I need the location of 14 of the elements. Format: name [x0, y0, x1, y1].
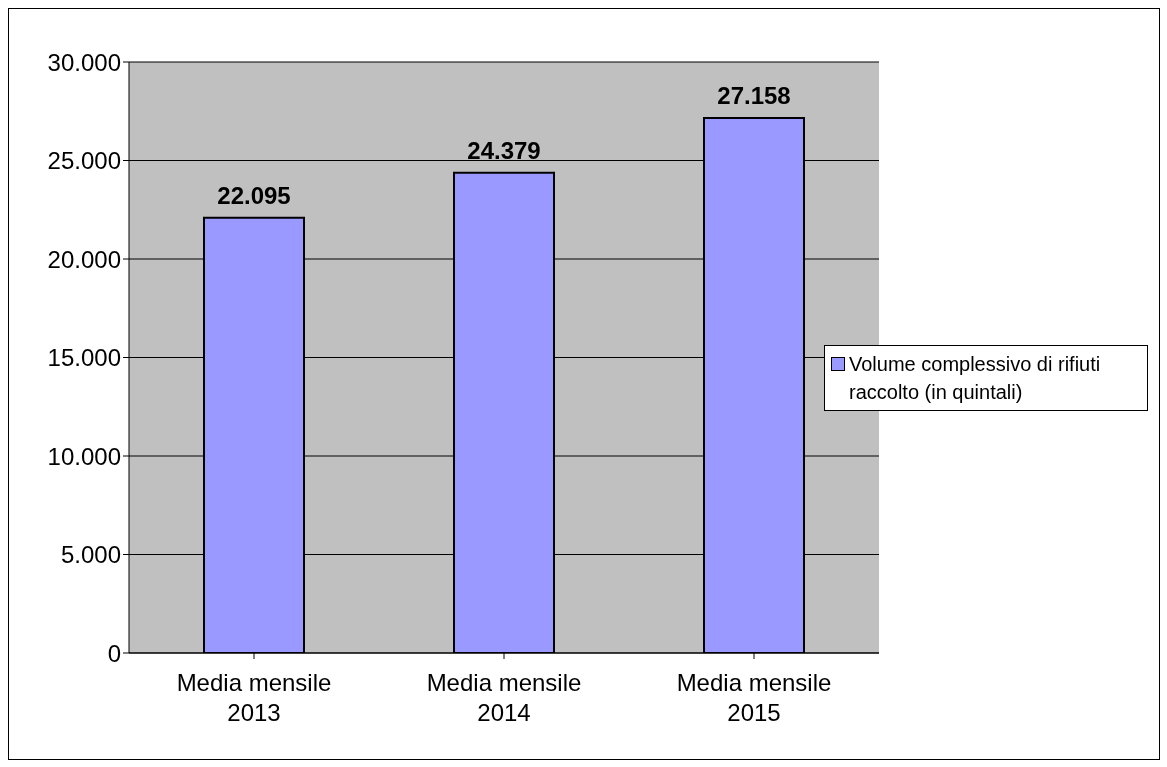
- y-tick-label: 30.000: [47, 48, 121, 76]
- legend-label: Volume complessivo di rifiuti raccolto (in quintali): [849, 352, 1102, 405]
- y-tick-label: 15.000: [47, 344, 121, 372]
- data-label: 27.158: [717, 81, 791, 109]
- y-tick-label: 20.000: [47, 245, 121, 273]
- x-tick-label: Media mensile 2014: [426, 669, 582, 726]
- y-tick-label: 0: [107, 639, 121, 667]
- data-label: 24.379: [467, 136, 541, 164]
- y-tick-label: 5.000: [60, 541, 121, 569]
- y-tick-label: 10.000: [47, 442, 121, 470]
- x-tick-label: Media mensile 2015: [676, 669, 832, 726]
- x-tick-label: Media mensile 2013: [176, 669, 332, 726]
- y-tick-label: 25.000: [47, 147, 121, 175]
- data-label: 22.095: [217, 181, 291, 209]
